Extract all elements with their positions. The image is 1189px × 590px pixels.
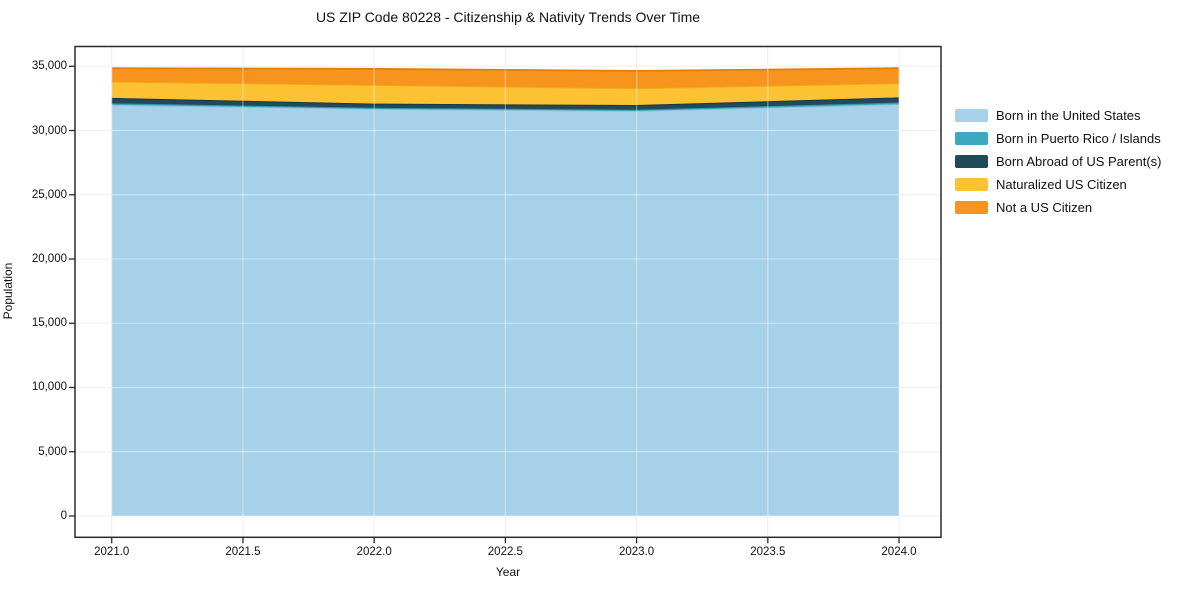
- legend: Born in the United States Born in Puerto …: [955, 104, 1161, 219]
- legend-item-label: Naturalized US Citizen: [996, 177, 1127, 192]
- legend-item-born-in-the-united-states: Born in the United States: [955, 104, 1161, 127]
- x-tick-label: 2023.5: [750, 546, 786, 559]
- x-tick-label: 2021.5: [225, 546, 261, 559]
- legend-color-swatch: [955, 178, 988, 191]
- area-born-in-the-united-states: [111, 104, 899, 516]
- y-tick-label: 5,000: [38, 445, 67, 458]
- area-born-abroad-of-us-parent-s: [111, 97, 899, 110]
- legend-item-label: Born Abroad of US Parent(s): [996, 154, 1162, 169]
- x-tick-label: 2021.0: [94, 546, 130, 559]
- legend-item-label: Born in the United States: [996, 108, 1141, 123]
- legend-item-born-abroad-of-us-parent-s: Born Abroad of US Parent(s): [955, 150, 1161, 173]
- legend-color-swatch: [955, 155, 988, 168]
- chart-title: US ZIP Code 80228 - Citizenship & Nativi…: [315, 9, 701, 25]
- y-tick-label: 30,000: [31, 124, 67, 137]
- x-tick-label: 2024.0: [881, 546, 917, 559]
- y-tick-label: 20,000: [31, 253, 67, 265]
- legend-color-swatch: [955, 201, 988, 214]
- legend-color-swatch: [955, 109, 988, 122]
- legend-item-not-a-us-citizen: Not a US Citizen: [955, 196, 1161, 219]
- x-axis-label: Year: [495, 565, 521, 579]
- legend-item-born-in-puerto-rico-islands: Born in Puerto Rico / Islands: [955, 127, 1161, 150]
- y-tick-label: 25,000: [31, 188, 67, 201]
- plot-border: [74, 45, 942, 539]
- legend-item-naturalized-us-citizen: Naturalized US Citizen: [955, 173, 1161, 196]
- x-tick-label: 2022.5: [487, 546, 523, 559]
- legend-item-label: Not a US Citizen: [996, 200, 1093, 215]
- area-not-a-us-citizen: [111, 68, 899, 89]
- y-tick-label: 10,000: [31, 381, 67, 394]
- y-tick-label: 0: [60, 509, 67, 522]
- area-edge-not-a-us-citizen: [111, 67, 900, 72]
- y-axis-label: Population: [1, 262, 15, 320]
- legend-item-label: Born in Puerto Rico / Islands: [996, 131, 1161, 146]
- y-tick-label: 15,000: [31, 317, 67, 330]
- legend-color-swatch: [955, 132, 988, 145]
- x-tick-label: 2022.0: [356, 546, 392, 559]
- y-tick-label: 35,000: [31, 60, 67, 73]
- x-tick-label: 2023.0: [618, 546, 655, 559]
